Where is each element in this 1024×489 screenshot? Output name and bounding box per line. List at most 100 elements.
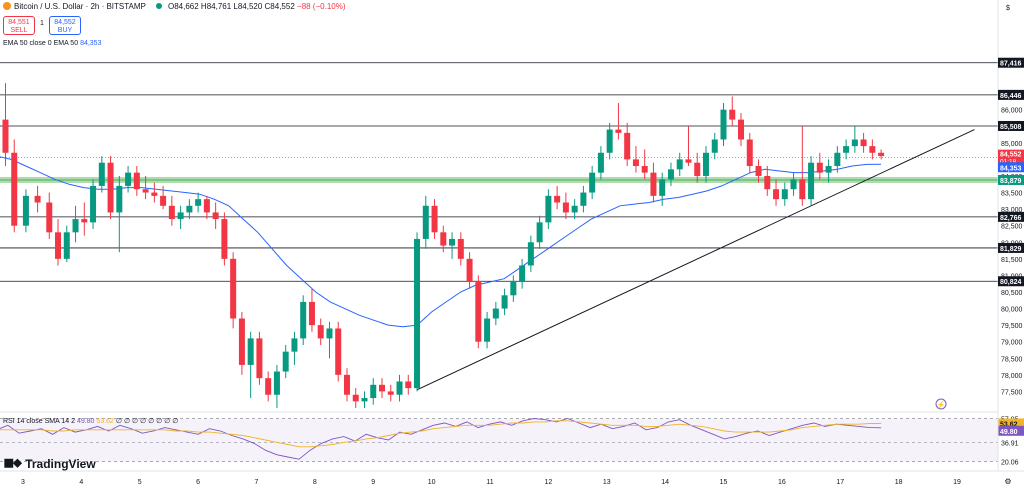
candle-body (667, 169, 674, 180)
candle-body (781, 189, 788, 200)
candle-body (711, 139, 718, 153)
candle-body (597, 152, 604, 173)
rsi-line (0, 418, 882, 460)
candle-body (90, 185, 97, 223)
ema-value: 84,353 (80, 40, 102, 47)
sell-label: SELL (10, 27, 28, 34)
candle-body (457, 238, 464, 259)
candle-body (816, 162, 823, 173)
price-level-label: 85,508 (1000, 124, 1022, 131)
rsi-value: 49.80 (76, 418, 95, 425)
candle-body (449, 238, 456, 246)
currency-icon: $ (1006, 5, 1010, 12)
sell-button[interactable]: 84,551 SELL (3, 16, 35, 35)
time-tick-label: 8 (313, 479, 317, 486)
candle-body (291, 338, 298, 352)
candle-body (484, 318, 491, 342)
candle-body (46, 202, 53, 233)
rsi-sma-tag (998, 418, 1024, 429)
candle-body (545, 195, 552, 223)
price-level-tag (998, 276, 1024, 287)
candle-body (606, 129, 613, 153)
time-tick-label: 10 (428, 479, 436, 486)
trendline (416, 129, 975, 391)
ema-polyline (0, 156, 882, 328)
ema-legend[interactable]: EMA 50 close 0 EMA 50 84,353 (3, 40, 101, 47)
time-tick-label: 5 (138, 479, 142, 486)
rsi-level-label: 20.06 (1001, 459, 1019, 466)
buy-label: BUY (57, 27, 73, 34)
time-tick-label: 12 (544, 479, 552, 486)
buy-button[interactable]: 84,552 BUY (49, 16, 81, 35)
candle-body (615, 129, 622, 133)
price-tick-label: 81,500 (1001, 257, 1023, 264)
rsi-band-fill (0, 418, 998, 462)
price-level-tag (998, 242, 1024, 253)
time-tick-label: 18 (895, 479, 903, 486)
ohlc-values: O84,662 H84,761 L84,520 C84,552 (168, 2, 295, 11)
candle-body (589, 172, 596, 193)
candle-body (650, 172, 657, 196)
candle-body (370, 384, 377, 399)
candle-body (335, 328, 342, 375)
candle-body (501, 295, 508, 309)
rsi-legend[interactable]: RSI 14 close SMA 14 2 49.80 53.62 ∅ ∅ ∅ … (3, 417, 178, 425)
candle-body (221, 219, 228, 259)
time-tick-label: 6 (196, 479, 200, 486)
candle-body (738, 119, 745, 140)
brand-text: TradingView (25, 457, 96, 471)
sell-price: 84,551 (8, 19, 30, 26)
candle-body (554, 195, 561, 203)
price-tick-label: 80,000 (1001, 307, 1023, 314)
price-level-tag (998, 89, 1024, 100)
candles (2, 83, 885, 408)
candle-body (729, 109, 736, 120)
candle-body (659, 179, 666, 196)
price-tick-label: 79,000 (1001, 340, 1023, 347)
candle-body (510, 282, 517, 296)
candle-body (746, 139, 753, 167)
price-tick-label: 86,000 (1001, 108, 1023, 115)
ema-label: EMA 50 close 0 EMA 50 (3, 40, 79, 47)
tradingview-icon: ⯀⯁ (4, 457, 22, 471)
time-tick-label: 15 (720, 479, 728, 486)
ema-value-label: 84,353 (1000, 165, 1022, 172)
price-tick-label: 83,500 (1001, 191, 1023, 198)
price-level-label: 87,416 (1000, 61, 1022, 68)
candle-body (685, 159, 692, 163)
price-tick-label: 79,500 (1001, 323, 1023, 330)
candle-body (580, 192, 587, 206)
candle-body (186, 205, 193, 213)
candle-body (869, 146, 876, 153)
rsi-last-label: 49.80 (1000, 429, 1018, 436)
rsi-sma-last-label: 53.62 (1000, 421, 1018, 428)
candle-body (142, 189, 149, 193)
candle-body (764, 175, 771, 190)
candle-body (379, 384, 386, 392)
price-tick-label: 82,500 (1001, 224, 1023, 231)
tradingview-logo[interactable]: ⯀⯁ TradingView (4, 457, 96, 472)
candle-body (125, 172, 132, 186)
candle-body (773, 189, 780, 200)
candle-body (676, 159, 683, 170)
symbol-title[interactable]: Bitcoin / U.S. Dollar · 2h · BITSTAMP (3, 2, 168, 11)
candle-body (843, 146, 850, 153)
time-tick-label: 14 (661, 479, 669, 486)
candle-body (107, 162, 114, 213)
candle-body (851, 139, 858, 147)
support-level-tag (998, 174, 1024, 185)
candle-body (352, 394, 359, 402)
candle-body (98, 162, 105, 186)
time-tick-label: 3 (21, 479, 25, 486)
price-level-label: 82,766 (1000, 215, 1022, 222)
rsi-na-values: ∅ ∅ ∅ ∅ ∅ ∅ ∅ ∅ (115, 418, 179, 425)
time-tick-label: 11 (486, 479, 493, 486)
candle-body (396, 381, 403, 395)
candle-body (273, 371, 280, 395)
candle-body (63, 232, 70, 259)
support-level-label: 83,879 (1000, 178, 1022, 185)
candle-body (308, 301, 315, 326)
candle-body (265, 378, 272, 395)
